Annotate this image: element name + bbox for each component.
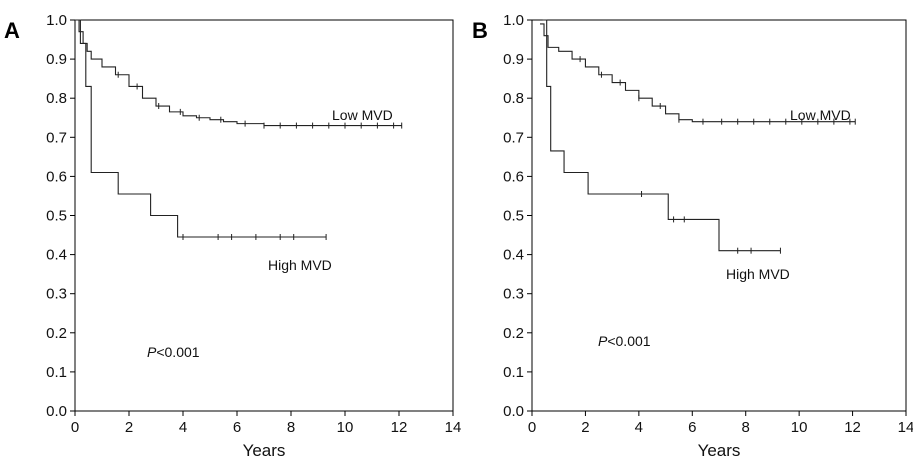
y-tick-label: 0.4: [46, 247, 67, 264]
x-tick-label: 6: [688, 419, 696, 436]
series-label-high-mvd: High MVD: [268, 257, 332, 273]
p-value-annotation: P<0.001: [598, 333, 651, 349]
x-tick-label: 12: [844, 419, 861, 436]
y-tick-label: 1.0: [46, 12, 67, 29]
x-axis-label: Years: [698, 441, 741, 460]
y-tick-label: 0.1: [46, 364, 67, 381]
x-tick-label: 12: [391, 419, 408, 436]
y-tick-label: 0.1: [503, 364, 524, 381]
x-tick-label: 10: [337, 419, 354, 436]
y-tick-label: 0.8: [46, 90, 67, 107]
y-tick-label: 0.6: [46, 168, 67, 185]
y-tick-label: 0.3: [46, 286, 67, 303]
y-tick-label: 0.9: [46, 51, 67, 68]
series-line-low-mvd: [540, 23, 856, 123]
y-tick-label: 0.5: [503, 208, 524, 225]
series-line-high-mvd: [542, 19, 781, 252]
x-tick-label: 4: [179, 419, 187, 436]
y-tick-label: 0.0: [503, 403, 524, 420]
series-line-high-mvd: [75, 19, 327, 238]
x-tick-label: 0: [71, 419, 79, 436]
p-value-text: <0.001: [607, 333, 650, 349]
x-tick-label: 0: [528, 419, 536, 436]
y-tick-label: 0.3: [503, 286, 524, 303]
y-tick-label: 0.0: [46, 403, 67, 420]
y-tick-label: 0.9: [503, 51, 524, 68]
y-tick-label: 0.8: [503, 90, 524, 107]
series-label-high-mvd: High MVD: [726, 266, 790, 282]
y-tick-label: 0.7: [46, 129, 67, 146]
y-tick-label: 0.4: [503, 247, 524, 264]
x-tick-label: 8: [742, 419, 750, 436]
x-tick-label: 2: [125, 419, 133, 436]
y-tick-label: 0.2: [46, 325, 67, 342]
y-tick-label: 1.0: [503, 12, 524, 29]
panel-a: A 0.0 0.1 0.2 0.3 0.4 0.5 0.6 0.7 0.8 0.9 1.0 0 2 4 6 8 1…: [4, 12, 461, 460]
p-value-text: <0.001: [156, 344, 199, 360]
panel-b: B 0.0 0.1 0.2 0.3 0.4 0.5 0.6 0.7 0.8 0.9 1.0 0 2 4 6 8 1…: [472, 12, 913, 460]
y-tick-label: 0.6: [503, 168, 524, 185]
x-tick-label: 14: [445, 419, 462, 436]
series-line-low-mvd: [75, 19, 402, 127]
series-label-low-mvd: Low MVD: [790, 107, 851, 123]
y-tick-label: 0.5: [46, 208, 67, 225]
p-value-prefix: P: [598, 333, 608, 349]
x-tick-label: 10: [791, 419, 808, 436]
x-tick-label: 8: [287, 419, 295, 436]
series-label-low-mvd: Low MVD: [332, 107, 393, 123]
x-tick-label: 4: [635, 419, 643, 436]
plot-frame: [531, 19, 907, 412]
x-tick-label: 6: [233, 419, 241, 436]
y-tick-label: 0.2: [503, 325, 524, 342]
x-axis-label: Years: [243, 441, 286, 460]
plot-frame: [74, 19, 454, 412]
panel-letter: A: [4, 18, 20, 43]
panel-letter: B: [472, 18, 488, 43]
x-tick-label: 2: [581, 419, 589, 436]
x-tick-label: 14: [898, 419, 913, 436]
p-value-prefix: P: [147, 344, 157, 360]
y-tick-label: 0.7: [503, 129, 524, 146]
p-value-annotation: P<0.001: [147, 344, 200, 360]
